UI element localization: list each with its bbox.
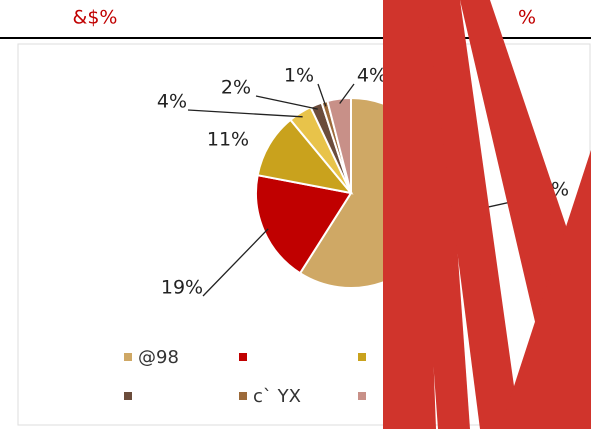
legend-swatch [358,392,366,400]
legend-swatch [124,353,132,361]
data-label: 4% [157,91,187,113]
data-label: 4% [357,65,387,87]
redaction [500,150,591,429]
data-label: 2% [221,77,251,99]
pie-slice [255,174,353,275]
data-label: 11% [207,129,249,151]
header-right: % [518,7,536,29]
pie-slice [256,118,354,195]
redaction [407,0,470,429]
data-label: 19% [161,277,203,299]
redaction [425,0,520,429]
leader-line [187,109,303,118]
legend-swatch [239,392,247,400]
data-label: 1% [284,65,314,87]
leader-line [317,83,327,107]
pie-slice [326,96,352,194]
legend-label: c` YX [253,386,301,407]
legend-label: @98 [138,347,179,368]
leader-line [339,83,355,104]
leader-line [255,95,318,110]
legend-swatch [239,353,247,361]
leader-line [202,228,269,297]
header-left: &$% [73,7,118,29]
legend-swatch [124,392,132,400]
obstruction [383,0,591,429]
legend-swatch [358,353,366,361]
